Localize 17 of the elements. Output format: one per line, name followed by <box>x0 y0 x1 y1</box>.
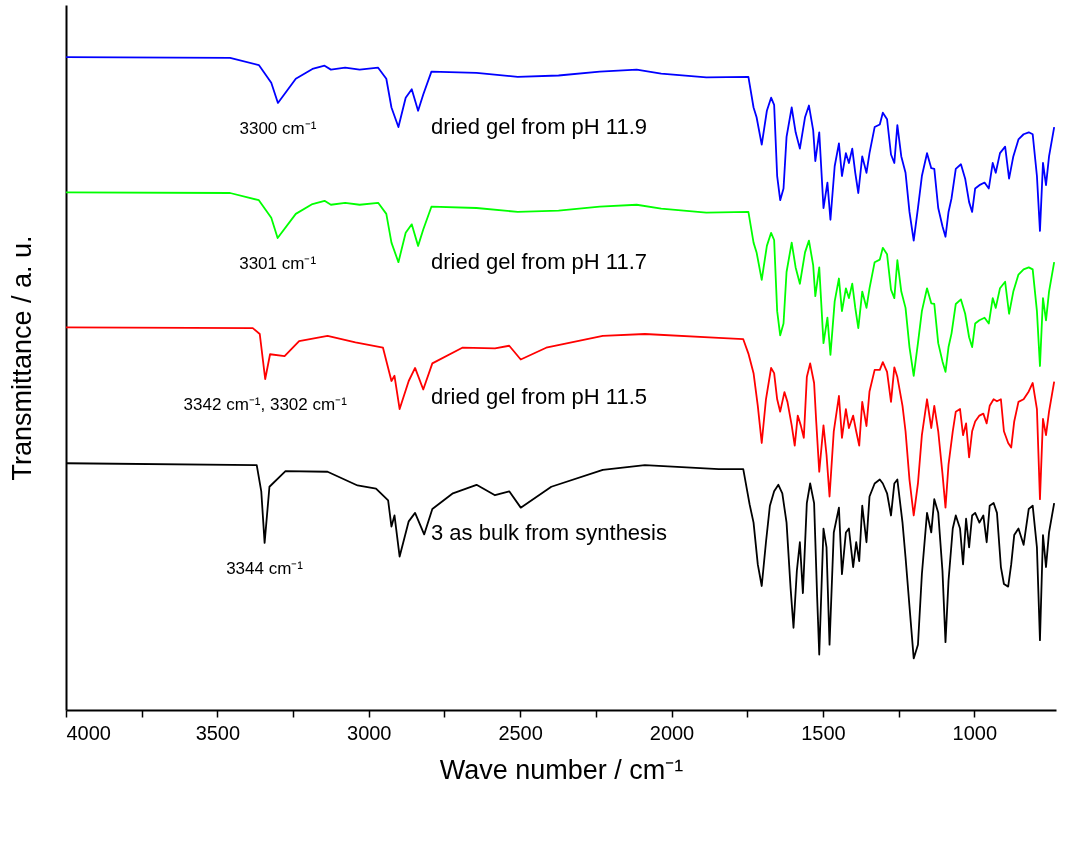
x-tick-label: 2000 <box>649 721 695 744</box>
annotation: 3301 cm⁻¹ <box>239 254 317 274</box>
x-tick-label: 3500 <box>195 721 241 744</box>
series-label: dried gel from pH 11.5 <box>431 384 648 410</box>
series-label: dried gel from pH 11.9 <box>431 114 648 140</box>
series-label: 3 as bulk from synthesis <box>431 520 667 546</box>
y-axis-title: Transmittance / a. u. <box>6 235 37 481</box>
x-tick-label: 1000 <box>952 721 998 744</box>
annotation: 3344 cm⁻¹ <box>226 558 304 578</box>
x-tick-label: 4000 <box>66 721 111 744</box>
x-tick-label: 3000 <box>347 721 392 744</box>
series-label: dried gel from pH 11.7 <box>431 249 648 275</box>
x-tick-label: 2500 <box>498 721 543 744</box>
annotation: 3342 cm⁻¹, 3302 cm⁻¹ <box>183 395 348 415</box>
annotation: 3300 cm⁻¹ <box>239 118 317 138</box>
x-tick-label: 1500 <box>801 721 846 744</box>
x-axis-title: Wave number / cm⁻¹ <box>439 754 684 785</box>
